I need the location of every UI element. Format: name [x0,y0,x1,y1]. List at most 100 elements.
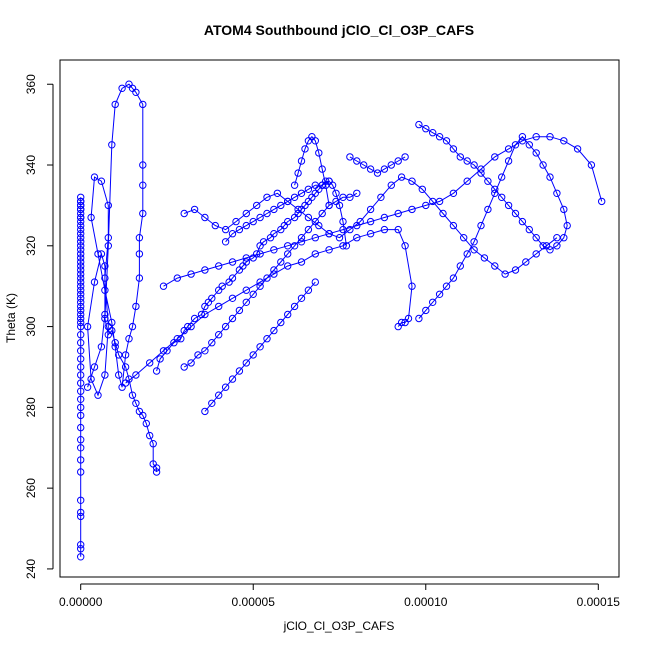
series-10 [221,177,333,246]
data-point [339,242,347,250]
data-point [290,193,299,202]
series-2 [83,80,161,476]
data-point [101,314,109,323]
y-tick-label: 360 [24,74,38,94]
data-point [263,335,271,343]
data-point [284,197,292,206]
data-point [77,262,85,270]
y-tick-label: 260 [24,478,38,498]
data-point [553,242,561,250]
data-point [83,383,92,391]
data-point [542,242,551,250]
data-point [77,508,85,517]
series-12 [346,153,409,177]
data-point [152,468,161,476]
data-point [242,221,251,230]
data-point [115,371,123,379]
data-point [380,225,389,234]
data-point [263,209,271,218]
data-point [366,230,375,238]
plot-frame [59,59,620,578]
data-point [77,302,85,311]
data-point [256,343,264,351]
data-point [463,177,471,185]
data-point [311,250,319,258]
data-point [221,383,230,391]
data-point [546,133,554,141]
data-point [228,258,237,266]
data-point [339,217,347,226]
data-point [77,254,85,262]
data-point [77,274,85,282]
data-point [435,133,444,141]
data-point [573,145,582,153]
data-point [77,298,85,306]
data-point [139,161,147,169]
data-point [139,181,147,189]
x-tick-label: 0.00015 [577,595,621,609]
data-point [77,230,85,238]
data-point [498,173,506,181]
data-point [242,359,251,367]
data-point [97,177,106,185]
data-point [332,189,340,198]
data-point [190,205,199,214]
series-line [418,124,568,319]
data-point [277,318,285,327]
data-point [394,225,402,234]
data-point [394,322,402,331]
data-point [380,165,389,173]
data-point [77,310,85,319]
data-point [104,242,113,250]
data-point [256,282,264,290]
data-point [77,246,85,254]
data-point [90,363,99,371]
data-point [121,363,130,371]
x-tick-label: 0.00010 [404,595,448,609]
data-point [235,306,244,315]
data-point [121,379,130,387]
chart-title: ATOM4 Southbound jClO_Cl_O3P_CAFS [204,22,474,38]
y-tick-label: 300 [24,316,38,336]
data-point [121,351,130,359]
data-point [346,193,354,202]
data-point [394,209,402,218]
data-point [249,217,257,226]
data-point [173,335,182,343]
data-point [218,282,226,290]
data-point [311,181,319,189]
data-point [532,234,540,242]
data-point [111,339,119,347]
data-point [228,294,237,302]
data-point [77,395,85,403]
y-tick-label: 240 [24,559,38,579]
data-point [297,234,306,242]
data-point [187,322,195,331]
series-6 [415,120,571,323]
data-point [101,310,109,319]
data-point [77,512,85,521]
data-point [77,468,85,476]
data-point [311,278,319,286]
series-line [87,83,158,472]
data-point [77,456,85,464]
data-point [284,242,292,250]
data-point [77,411,85,420]
data-point [215,391,223,399]
data-point [256,250,264,258]
data-point [152,367,161,375]
data-point [429,197,437,206]
data-point [108,318,116,327]
data-point [387,181,395,189]
data-point [253,201,261,210]
data-point [201,266,209,274]
data-point [77,197,85,206]
data-point [373,169,382,177]
data-point [394,157,402,165]
data-point [232,217,240,226]
data-point [135,274,144,282]
data-point [90,173,99,181]
data-point [501,270,509,278]
data-point [294,205,302,214]
data-point [146,359,154,367]
